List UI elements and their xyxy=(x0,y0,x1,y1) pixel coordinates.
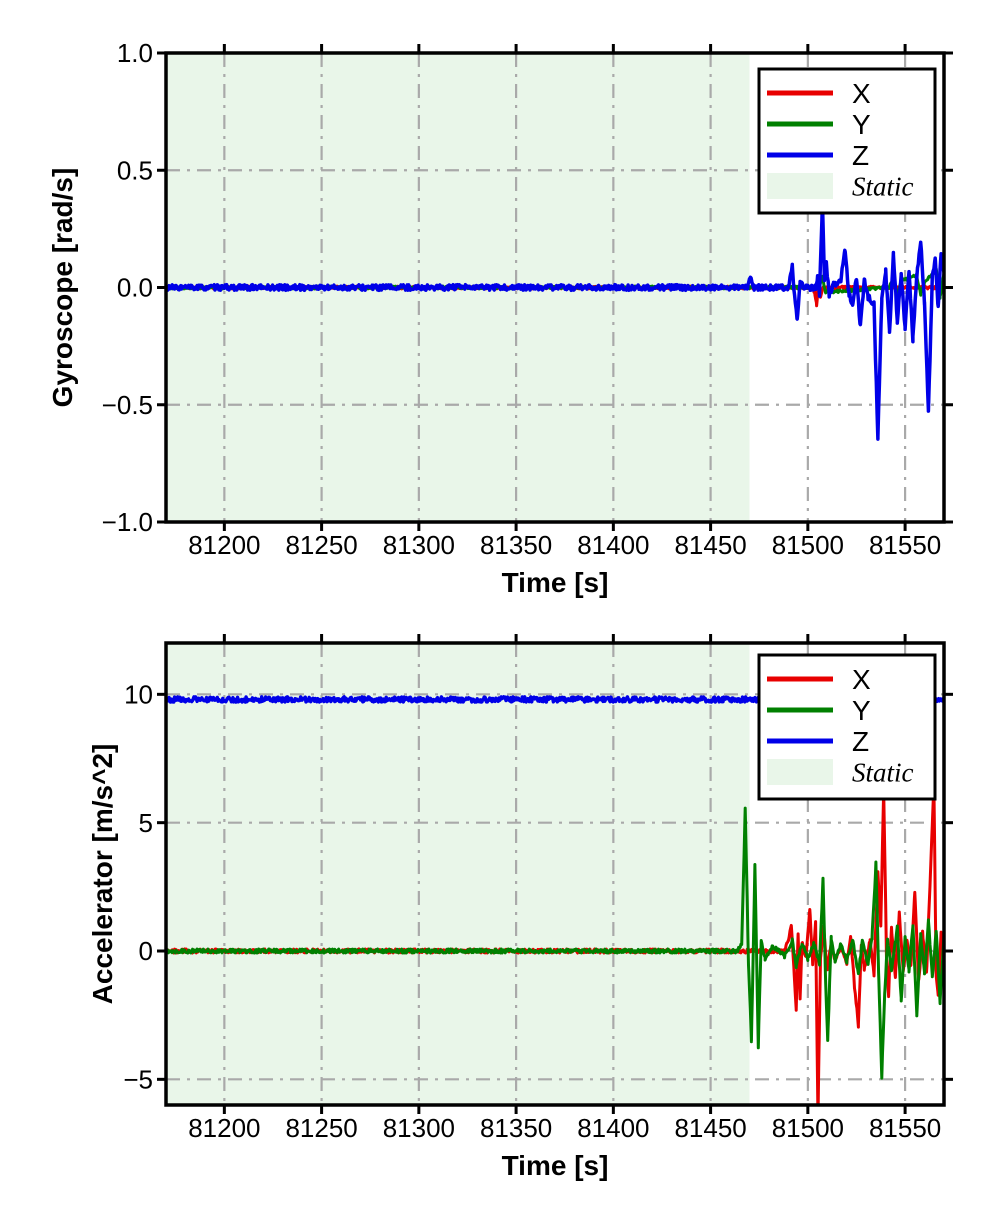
x-tick-label: 81300 xyxy=(383,1113,455,1143)
y-axis-label: Gyroscope [rad/s] xyxy=(47,168,78,408)
accelerator-chart: 81200 81250 81300 81350 81400 81450 81500 81550… xyxy=(87,634,953,1181)
x-tick-label: 81500 xyxy=(772,530,844,560)
y-axis-label: Accelerator [m/s^2] xyxy=(87,744,118,1005)
x-axis-label: Time [s] xyxy=(502,1150,609,1181)
plot-border xyxy=(164,641,946,1107)
x-axis-label: Time [s] xyxy=(502,567,609,598)
series-z-line xyxy=(166,198,944,441)
x-tick-label: 81350 xyxy=(480,530,552,560)
static-region xyxy=(166,643,750,1105)
x-tick-label: 81350 xyxy=(480,1113,552,1143)
tick-marks xyxy=(157,44,953,531)
y-tick-label: −1.0 xyxy=(102,507,153,537)
legend-label-x: X xyxy=(852,78,871,109)
legend-patch-static xyxy=(767,759,833,785)
x-tick-label: 81200 xyxy=(188,530,260,560)
legend-label-static: Static xyxy=(852,757,914,787)
x-tick-label: 81450 xyxy=(674,530,746,560)
legend-label-static: Static xyxy=(852,171,914,201)
y-tick-label: −5 xyxy=(123,1064,153,1094)
x-tick-label: 81400 xyxy=(577,530,649,560)
legend-patch-static xyxy=(767,173,833,199)
x-tick-label: 81450 xyxy=(674,1113,746,1143)
y-tick-label: 0.0 xyxy=(117,273,153,303)
y-tick-label: 5 xyxy=(139,808,153,838)
y-tick-label: 1.0 xyxy=(117,38,153,68)
y-tick-label: 0.5 xyxy=(117,155,153,185)
series-y-line xyxy=(166,806,944,1080)
gridlines xyxy=(166,643,944,1105)
y-tick-label: 10 xyxy=(124,679,153,709)
legend-label-z: Z xyxy=(852,140,869,171)
x-tick-label: 81200 xyxy=(188,1113,260,1143)
x-tick-label: 81300 xyxy=(383,530,455,560)
y-tick-label: −0.5 xyxy=(102,390,153,420)
legend-label-x: X xyxy=(852,664,871,695)
y-tick-label: 0 xyxy=(139,936,153,966)
x-tick-label: 81250 xyxy=(285,530,357,560)
x-tick-label: 81550 xyxy=(869,1113,941,1143)
series-group xyxy=(166,198,944,441)
x-tick-label: 81500 xyxy=(772,1113,844,1143)
x-tick-label: 81400 xyxy=(577,1113,649,1143)
legend-label-z: Z xyxy=(852,726,869,757)
legend-label-y: Y xyxy=(852,695,871,726)
gyroscope-chart: 81200 81250 81300 81350 81400 81450 81500 81550… xyxy=(47,38,953,598)
tick-marks xyxy=(157,634,953,1114)
x-tick-label: 81250 xyxy=(285,1113,357,1143)
x-tick-label: 81550 xyxy=(869,530,941,560)
legend-label-y: Y xyxy=(852,109,871,140)
